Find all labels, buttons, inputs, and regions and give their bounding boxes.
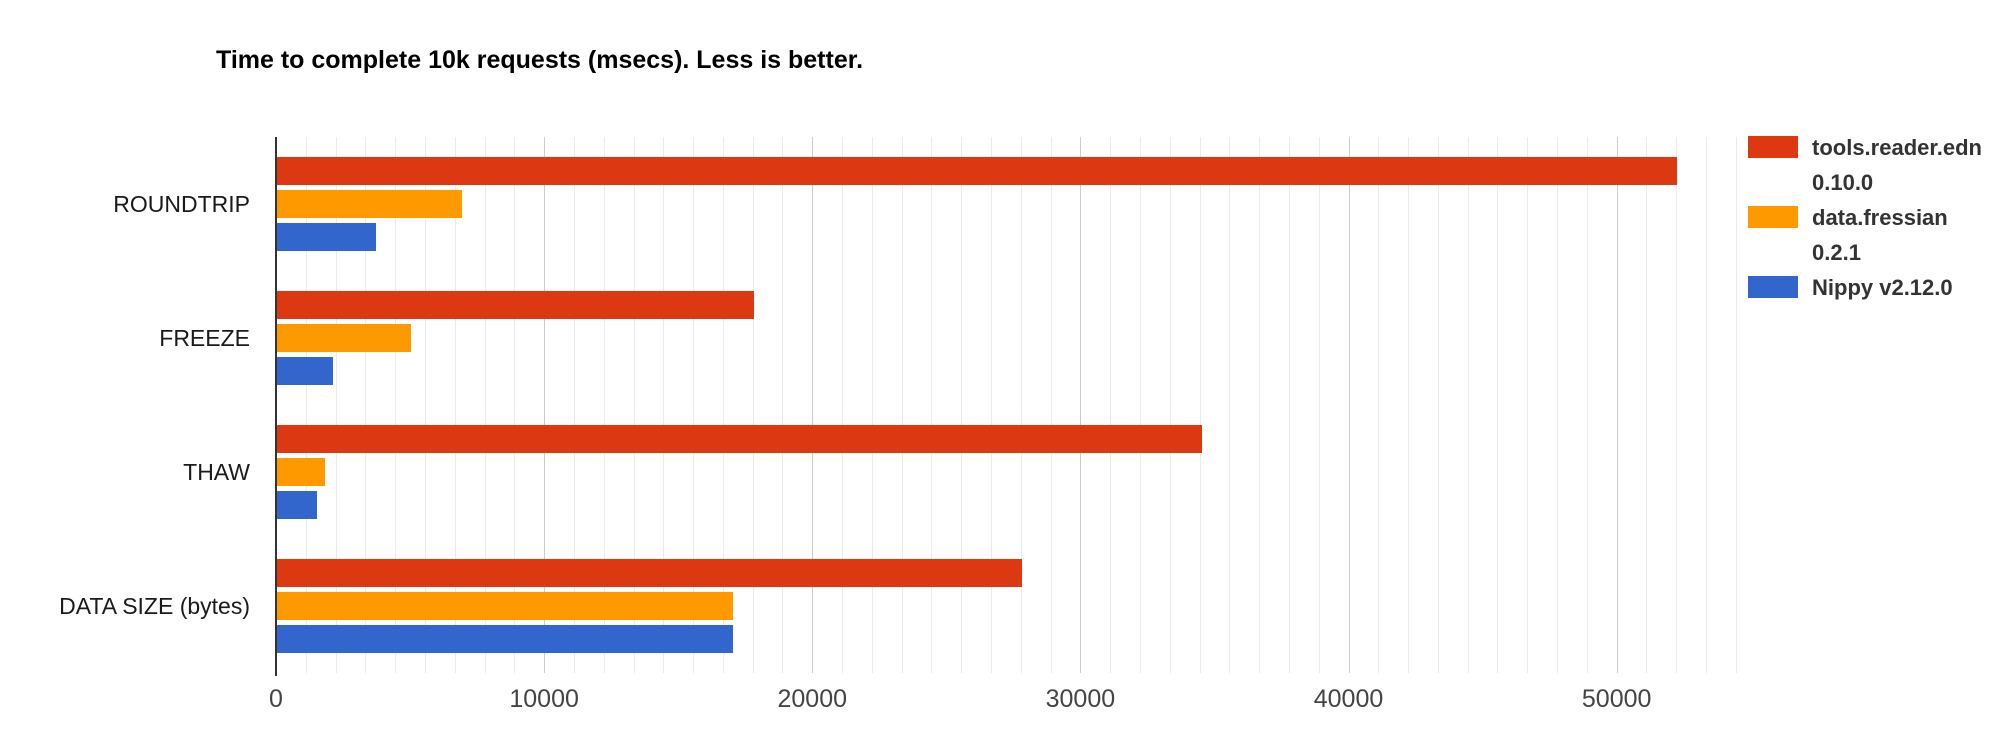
minor-gridline bbox=[1288, 137, 1290, 673]
minor-gridline bbox=[1497, 137, 1499, 673]
legend-swatch-icon bbox=[1748, 136, 1798, 158]
minor-gridline bbox=[1378, 137, 1380, 673]
minor-gridline bbox=[782, 137, 784, 673]
minor-gridline bbox=[1557, 137, 1559, 673]
minor-gridline bbox=[752, 137, 754, 673]
bar-roundtrip-series-1[interactable] bbox=[277, 190, 462, 218]
minor-gridline bbox=[1139, 137, 1141, 673]
plot-area bbox=[275, 137, 1740, 676]
legend-label-line: tools.reader.edn bbox=[1812, 135, 1982, 160]
major-gridline bbox=[1616, 137, 1618, 673]
major-gridline bbox=[1080, 137, 1082, 673]
x-tick-label-40000: 40000 bbox=[1313, 685, 1384, 713]
category-label-data-size-bytes-: DATA SIZE (bytes) bbox=[59, 592, 250, 619]
minor-gridline bbox=[514, 137, 516, 673]
minor-gridline bbox=[1050, 137, 1052, 673]
x-tick-label-0: 0 bbox=[269, 685, 283, 713]
x-tick-label-50000: 50000 bbox=[1581, 685, 1652, 713]
x-axis-tick-labels: 0 10000 20000 30000 40000 50000 bbox=[0, 685, 2007, 725]
bar-roundtrip-series-0[interactable] bbox=[277, 157, 1677, 185]
minor-gridline bbox=[1437, 137, 1439, 673]
minor-gridline bbox=[991, 137, 993, 673]
bar-freeze-series-2[interactable] bbox=[277, 357, 334, 385]
bar-freeze-series-0[interactable] bbox=[277, 291, 755, 319]
minor-gridline bbox=[395, 137, 397, 673]
bar-data-size-bytes--series-1[interactable] bbox=[277, 592, 733, 620]
bar-freeze-series-1[interactable] bbox=[277, 324, 412, 352]
minor-gridline bbox=[1586, 137, 1588, 673]
minor-gridline bbox=[573, 137, 575, 673]
minor-gridline bbox=[335, 137, 337, 673]
minor-gridline bbox=[1169, 137, 1171, 673]
minor-gridline bbox=[1199, 137, 1201, 673]
category-label-thaw: THAW bbox=[183, 458, 250, 485]
minor-gridline bbox=[931, 137, 933, 673]
bar-thaw-series-1[interactable] bbox=[277, 458, 326, 486]
legend-label: tools.reader.edn 0.10.0 bbox=[1812, 130, 1982, 200]
category-axis-labels: ROUNDTRIP FREEZE THAW DATA SIZE (bytes) bbox=[0, 0, 250, 754]
minor-gridline bbox=[1467, 137, 1469, 673]
minor-gridline bbox=[1676, 137, 1678, 673]
bar-thaw-series-2[interactable] bbox=[277, 491, 318, 519]
legend-label: Nippy v2.12.0 bbox=[1812, 270, 1953, 305]
minor-gridline bbox=[663, 137, 665, 673]
minor-gridline bbox=[1229, 137, 1231, 673]
minor-gridline bbox=[722, 137, 724, 673]
minor-gridline bbox=[1020, 137, 1022, 673]
minor-gridline bbox=[1408, 137, 1410, 673]
legend-label-line: data.fressian bbox=[1812, 205, 1948, 230]
legend-label-line: Nippy v2.12.0 bbox=[1812, 275, 1953, 300]
bar-roundtrip-series-2[interactable] bbox=[277, 223, 377, 251]
x-tick-label-20000: 20000 bbox=[777, 685, 848, 713]
chart-title: Time to complete 10k requests (msecs). L… bbox=[216, 46, 864, 74]
legend-label-line: 0.10.0 bbox=[1812, 170, 1874, 195]
minor-gridline bbox=[424, 137, 426, 673]
minor-gridline bbox=[871, 137, 873, 673]
minor-gridline bbox=[1646, 137, 1648, 673]
minor-gridline bbox=[1318, 137, 1320, 673]
legend-item-series-2: Nippy v2.12.0 bbox=[1748, 270, 1998, 305]
minor-gridline bbox=[901, 137, 903, 673]
minor-gridline bbox=[693, 137, 695, 673]
y-axis-line bbox=[275, 137, 277, 676]
minor-gridline bbox=[961, 137, 963, 673]
legend-swatch-icon bbox=[1748, 276, 1798, 298]
minor-gridline bbox=[365, 137, 367, 673]
minor-gridline bbox=[454, 137, 456, 673]
legend-item-series-1: data.fressian 0.2.1 bbox=[1748, 200, 1998, 270]
category-label-roundtrip: ROUNDTRIP bbox=[113, 190, 250, 217]
major-gridline bbox=[1348, 137, 1350, 673]
x-tick-label-10000: 10000 bbox=[509, 685, 579, 713]
major-gridline bbox=[812, 137, 814, 673]
major-gridline bbox=[544, 137, 546, 673]
bar-data-size-bytes--series-2[interactable] bbox=[277, 625, 733, 653]
legend-item-series-0: tools.reader.edn 0.10.0 bbox=[1748, 130, 1998, 200]
minor-gridline bbox=[1527, 137, 1529, 673]
legend: tools.reader.edn 0.10.0 data.fressian 0.2.1… bbox=[1748, 130, 1998, 305]
minor-gridline bbox=[305, 137, 307, 673]
bar-thaw-series-0[interactable] bbox=[277, 425, 1203, 453]
minor-gridline bbox=[1706, 137, 1708, 673]
minor-gridline bbox=[603, 137, 605, 673]
minor-gridline bbox=[842, 137, 844, 673]
minor-gridline bbox=[484, 137, 486, 673]
minor-gridline bbox=[1110, 137, 1112, 673]
minor-gridline bbox=[1259, 137, 1261, 673]
legend-swatch-icon bbox=[1748, 206, 1798, 228]
bar-data-size-bytes--series-0[interactable] bbox=[277, 559, 1023, 587]
legend-label: data.fressian 0.2.1 bbox=[1812, 200, 1948, 270]
minor-gridline bbox=[1735, 137, 1737, 673]
minor-gridline bbox=[633, 137, 635, 673]
category-label-freeze: FREEZE bbox=[159, 324, 250, 351]
legend-label-line: 0.2.1 bbox=[1812, 240, 1861, 265]
x-tick-label-30000: 30000 bbox=[1045, 685, 1116, 713]
